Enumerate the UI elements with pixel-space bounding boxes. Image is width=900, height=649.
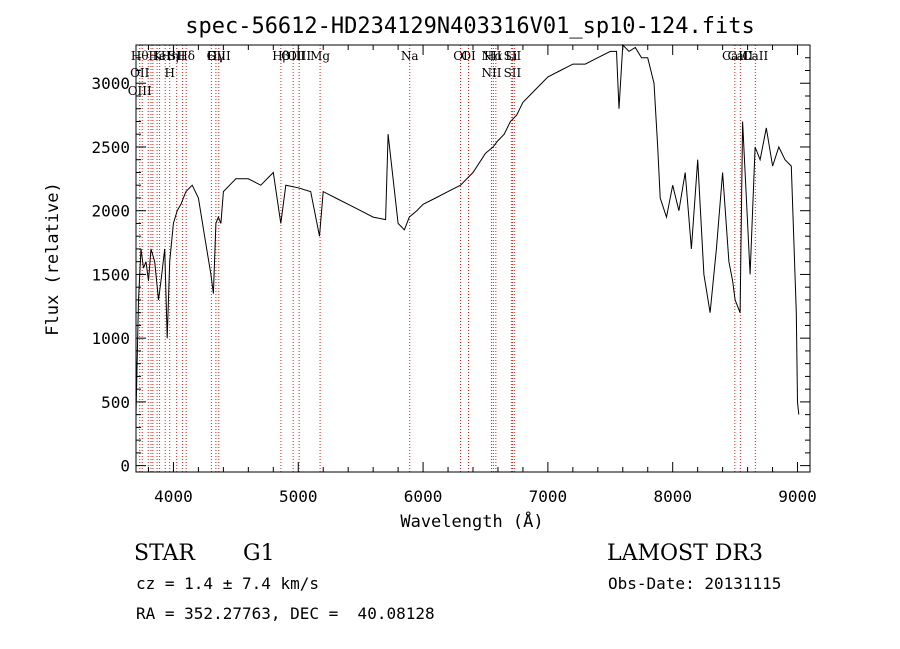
x-axis-label: Wavelength (Å) [400,510,543,532]
spectrum-line [135,43,800,415]
line-label: Hβ [272,49,289,63]
chart-title: spec-56612-HD234129N403316V01_sp10-124.f… [185,14,755,39]
x-tick-label: 9000 [778,487,817,506]
y-tick-label: 2500 [91,138,130,157]
y-tick-label: 0 [120,457,130,476]
x-axis-ticks: 4000 5000 6000 7000 8000 9000 [147,45,817,506]
line-label: CaII [727,49,753,63]
line-label: SII [504,66,522,80]
y-axis-ticks: 0 500 1000 1500 2000 2500 3000 [91,57,810,476]
line-label: Hδ [177,49,195,63]
line-label: Mg [310,49,330,63]
line-label: HeI [148,49,171,63]
line-label: Hη [161,49,179,63]
x-tick-label: 6000 [404,487,443,506]
line-label: H [164,66,174,80]
line-label: SII [504,49,522,63]
plot-frame [135,44,811,473]
y-tick-label: 1500 [91,265,130,284]
line-label: Hγ [207,49,225,63]
line-label: OII [130,66,150,80]
line-label: OIII [287,49,311,63]
line-label: OIII [128,84,152,98]
object-subclass: G1 [243,541,275,566]
x-tick-label: 5000 [279,487,318,506]
line-label: K [153,49,163,63]
line-label: Hθ [131,49,149,63]
survey-name: LAMOST DR3 [607,541,763,566]
line-label: G [207,49,217,63]
coords-text: RA = 352.27763, DEC = 40.08128 [136,604,435,623]
y-tick-label: 500 [101,393,130,412]
y-axis-label: Flux (relative) [43,182,63,336]
line-label: Hα [484,49,503,63]
line-label: NII [481,66,501,80]
x-tick-label: 4000 [154,487,193,506]
line-label: Na [401,49,419,63]
object-class: STAR [134,541,195,566]
line-label: OI [461,49,476,63]
line-label: OI [453,49,468,63]
y-tick-label: 1000 [91,329,130,348]
x-tick-label: 8000 [653,487,692,506]
y-tick-label: 3000 [91,74,130,93]
y-tick-label: 2000 [91,202,130,221]
line-label: Li [505,49,517,63]
obs-date-text: Obs-Date: 20131115 [608,574,782,593]
line-label: CaII [722,49,748,63]
x-tick-label: 7000 [529,487,568,506]
line-label: SII [168,49,186,63]
line-label: OIII [281,49,305,63]
line-label: NII [481,49,501,63]
line-label: OIII [207,49,231,63]
line-label: CaII [742,49,768,63]
velocity-text: cz = 1.4 ± 7.4 km/s [136,574,320,593]
spectral-line-markers [139,45,756,472]
